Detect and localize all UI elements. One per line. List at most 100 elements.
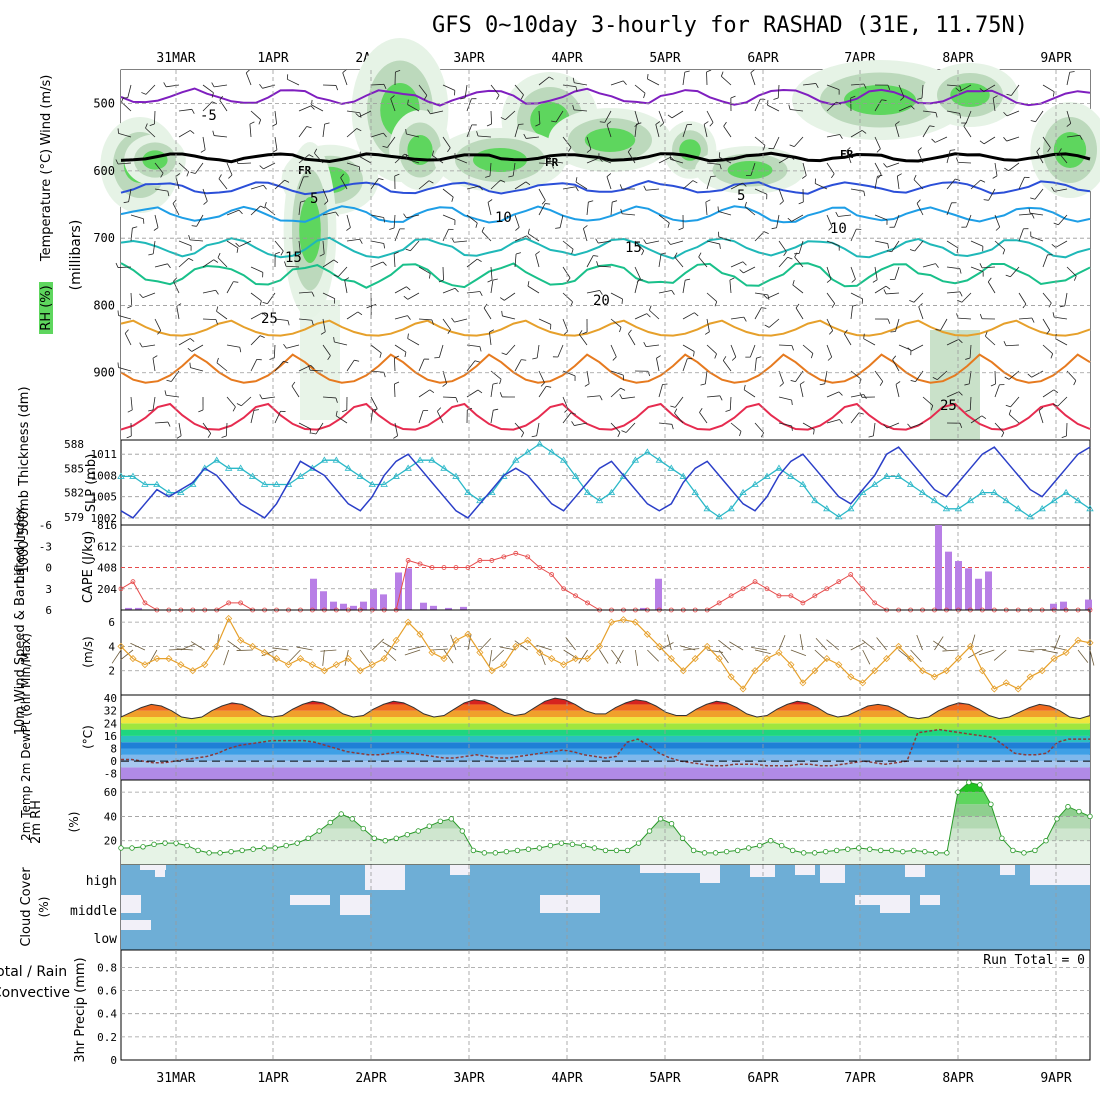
wind-barb-10m [993, 649, 1007, 661]
li-point [118, 586, 124, 592]
wind-barb-flag [636, 122, 642, 125]
wind-barb-flag [432, 150, 435, 156]
wind-barb [721, 76, 732, 86]
rh2m-point [1054, 816, 1060, 822]
wind-barb-flag [341, 409, 347, 413]
wind-barb-flag [1069, 71, 1075, 73]
wind-barb-flag [836, 101, 842, 105]
wind-barb [1018, 317, 1032, 320]
wind-barb-10m [236, 649, 253, 651]
thickness-point [595, 496, 604, 504]
wind-barb [387, 136, 396, 148]
wind-barb-flag [272, 149, 278, 153]
rh2m-point [459, 828, 466, 834]
wind-barb-flag [958, 339, 963, 344]
wind-barb-10m [190, 641, 205, 651]
wind-barb [824, 370, 828, 384]
wind-barb [730, 344, 737, 358]
wind-barb [478, 135, 492, 138]
wind-barb [315, 422, 324, 435]
wind-barb [940, 318, 948, 331]
wind-barb [218, 178, 228, 190]
wind-barb-flag [831, 173, 835, 179]
wind-barb-flag [359, 151, 361, 157]
li-point [549, 572, 555, 577]
wind-barb [754, 98, 761, 112]
wind-barb [274, 411, 281, 424]
wind-barb-flag [148, 253, 154, 256]
wind-barb-flag [584, 383, 590, 387]
li-point [142, 600, 148, 606]
wind-barb-flag [839, 134, 843, 139]
wind-barb-flag [521, 359, 527, 361]
wind-barb [393, 254, 396, 268]
wind-barb [622, 396, 636, 400]
wind-barb-flag [390, 95, 395, 100]
rh2m-point [823, 848, 829, 855]
wind-barb-10m [647, 649, 659, 662]
wind-barb-flag [262, 312, 267, 317]
wind-barb [898, 84, 905, 98]
wind-barb-flag [259, 335, 265, 338]
li-point [860, 586, 866, 592]
rh2m-point [393, 835, 399, 841]
wind-barb-flag [729, 277, 735, 281]
wind-barb-flag [571, 249, 574, 255]
wind-barb [370, 83, 385, 86]
slp-tick: 1011 [91, 448, 118, 461]
wind-barb-flag [359, 112, 362, 118]
wind-barb-flag [216, 306, 219, 312]
wind-barb-flag [641, 250, 645, 256]
wind-barb-10m [778, 635, 786, 651]
wind-barb-flag [428, 180, 434, 184]
wind-barb-flag [366, 305, 372, 309]
wind-barb-flag [700, 383, 706, 386]
wind-barb-flag [126, 435, 132, 439]
slp-tick: 1002 [91, 512, 118, 525]
wind-barb [706, 110, 714, 123]
cloud-clear-patch [880, 895, 910, 913]
wind-barb [370, 261, 384, 268]
wind-barb [574, 82, 588, 86]
wind-barb-flag [407, 99, 409, 105]
li-point [764, 586, 770, 592]
wind-barb-10m [916, 634, 923, 651]
rh2m-point [591, 845, 598, 851]
rh2m-point [184, 842, 190, 849]
thickness-line [121, 443, 1091, 518]
wind-barb-flag [570, 412, 576, 415]
wind-barb [913, 179, 924, 190]
wind-barb-flag [1030, 120, 1036, 123]
wind-barb-flag [187, 348, 192, 352]
li-point [441, 565, 447, 570]
wind-barb-flag [623, 80, 627, 85]
wind-barb-flag [335, 211, 339, 217]
wind-barb-flag [393, 251, 399, 255]
wind-speed-point [751, 667, 759, 675]
rh2m-point [999, 835, 1005, 841]
wind-barb [957, 161, 972, 164]
thickness-point [799, 480, 807, 487]
wind-barb [874, 162, 882, 175]
wind-barb [454, 318, 468, 323]
wind-barb [314, 152, 324, 164]
wind-barb [562, 186, 576, 190]
wind-barb-flag [731, 356, 737, 361]
wind-barb-10m [536, 644, 552, 651]
wind-barb-flag [990, 383, 996, 387]
wind-barb [464, 84, 468, 98]
wind-barb [778, 156, 791, 164]
isotherm-label: 10 [495, 210, 512, 226]
wind-barb [826, 162, 835, 175]
wind-barb [646, 344, 660, 348]
rh-area-high [1053, 132, 1087, 168]
wind-barb [418, 318, 432, 321]
wind-barb [983, 136, 996, 145]
wind-barb-flag [916, 199, 921, 204]
wind-barb [754, 292, 768, 296]
wind-barb [850, 266, 856, 280]
cape-bar [340, 603, 347, 610]
wind-barb [154, 162, 164, 174]
cloud-level-high: high [86, 874, 117, 889]
